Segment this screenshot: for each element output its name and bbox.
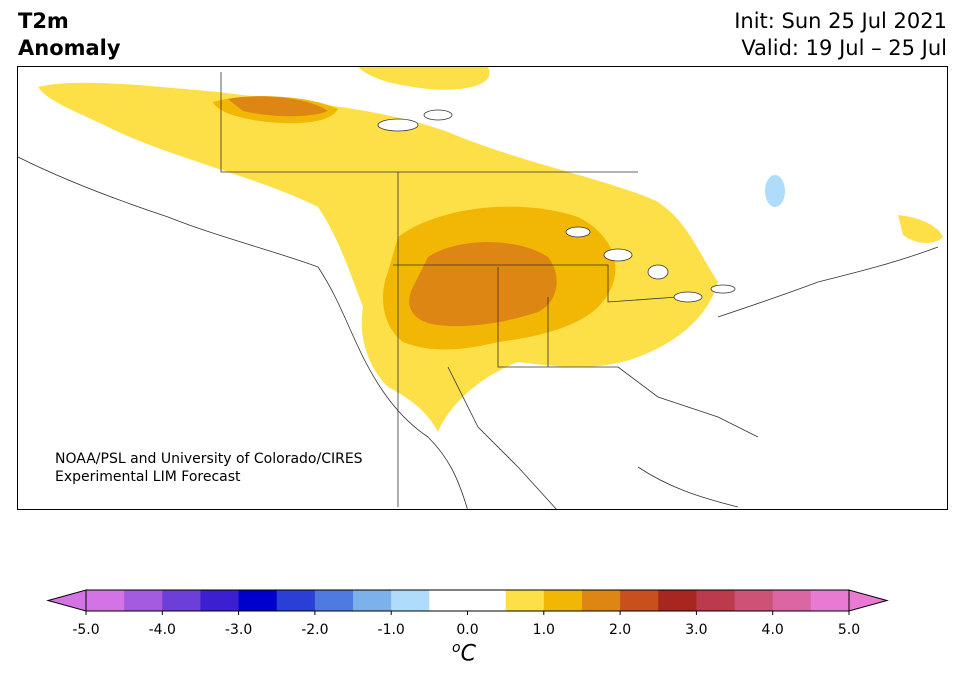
colorbar-tick-label: -2.0 xyxy=(301,622,329,638)
colorbar-segment xyxy=(391,590,430,611)
colorbar-segment xyxy=(543,590,583,611)
colorbar-segment xyxy=(810,590,850,611)
colorbar-segment xyxy=(162,590,201,611)
colorbar-tick-label: -5.0 xyxy=(72,622,100,638)
colorbar-tick-label: 4.0 xyxy=(761,622,784,638)
anomaly-region-warm3 xyxy=(409,242,557,327)
colorbar-segment xyxy=(124,590,163,611)
borders xyxy=(18,72,939,509)
colorbar-tick-label: -3.0 xyxy=(224,622,253,638)
degree-sign: o xyxy=(452,640,461,656)
colorbar-segment xyxy=(314,590,354,611)
colorbar-segment xyxy=(467,590,507,611)
date-info: Init: Sun 25 Jul 2021 Valid: 19 Jul – 25… xyxy=(734,8,947,62)
colorbar-tick-label: -4.0 xyxy=(148,622,176,638)
title-line-2: Anomaly xyxy=(18,36,121,60)
title-line-1: T2m xyxy=(18,9,69,33)
colorbar-segment xyxy=(238,590,278,611)
lakes xyxy=(377,109,736,303)
colorbar-tick-label: 0.0 xyxy=(456,622,479,638)
colorbar-tick-label: 2.0 xyxy=(608,622,632,638)
anomaly-region-cool1 xyxy=(765,175,785,207)
valid-range: Valid: 19 Jul – 25 Jul xyxy=(741,36,947,60)
credit-line-2: Experimental LIM Forecast xyxy=(55,469,241,485)
colorbar-extend-high xyxy=(848,589,889,612)
colorbar-segment xyxy=(200,590,240,611)
colorbar-segment xyxy=(86,590,125,611)
colorbar-segment xyxy=(658,590,697,611)
credit-text: NOAA/PSL and University of Colorado/CIRE… xyxy=(55,450,363,486)
colorbar-segment xyxy=(620,590,659,611)
colorbar-tick-label: -1.0 xyxy=(377,622,405,638)
colorbar-extend-low xyxy=(46,589,87,612)
colorbar-segment xyxy=(353,590,392,611)
anomaly-region-warm3-north xyxy=(228,96,328,117)
init-date: Init: Sun 25 Jul 2021 xyxy=(734,9,947,33)
colorbar-tick-label: 5.0 xyxy=(837,622,861,638)
anomaly-region-warm1-north xyxy=(358,67,490,90)
colorbar-tick-label: 1.0 xyxy=(532,622,555,638)
colorbar-segment xyxy=(581,590,621,611)
colorbar-units: oC xyxy=(452,640,476,666)
anomaly-region-warm1-east xyxy=(898,215,943,243)
colorbar xyxy=(46,589,889,615)
anomaly-map: NOAA/PSL and University of Colorado/CIRE… xyxy=(17,66,948,510)
colorbar-segment xyxy=(734,590,774,611)
colorbar-segment xyxy=(505,590,545,611)
unit-letter: C xyxy=(460,641,476,667)
colorbar-segment xyxy=(429,590,468,611)
colorbar-segment xyxy=(276,590,316,611)
colorbar-segment xyxy=(772,590,812,611)
credit-line-1: NOAA/PSL and University of Colorado/CIRE… xyxy=(55,451,363,467)
colorbar-segment xyxy=(696,590,736,611)
map-title: T2m Anomaly xyxy=(18,8,121,62)
map-canvas xyxy=(18,67,943,509)
colorbar-tick-label: 3.0 xyxy=(685,622,708,638)
